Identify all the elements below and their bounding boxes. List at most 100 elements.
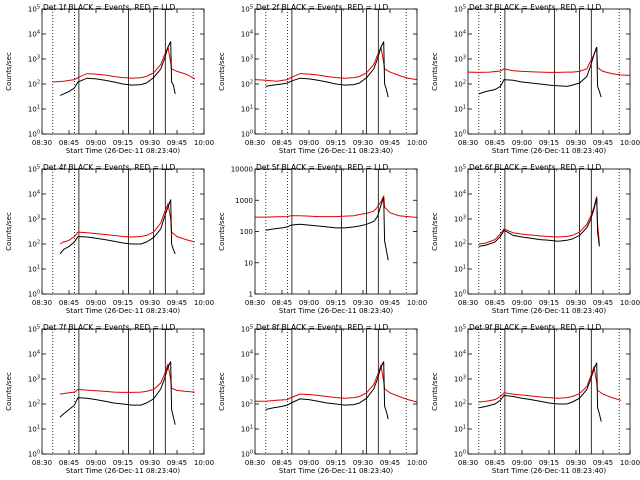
y-axis-label: Counts/sec xyxy=(5,212,13,251)
chart-panel-6: Det 6f BLACK = Events, RED = LLD 100 101 10… xyxy=(431,163,640,315)
y-tick-label: 100 xyxy=(28,290,40,299)
chart-title: Det 1f BLACK = Events, RED = LLD xyxy=(43,3,176,12)
x-tick-label: 09:30 xyxy=(353,459,373,467)
x-tick-label: 09:00 xyxy=(86,139,106,147)
y-tick-label: 102 xyxy=(241,80,253,89)
lld-series-line xyxy=(59,202,196,245)
x-tick-label: 09:15 xyxy=(113,139,133,147)
y-tick-label: 100 xyxy=(241,450,253,459)
x-tick-label: 09:45 xyxy=(167,139,187,147)
y-tick-label: 100 xyxy=(28,450,40,459)
x-tick-label: 09:00 xyxy=(299,139,319,147)
x-tick-label: 10:00 xyxy=(194,299,214,307)
x-tick-label: 09:15 xyxy=(113,299,133,307)
y-tick-label: 104 xyxy=(28,190,40,199)
y-tick-label: 105 xyxy=(454,325,466,334)
y-tick-label: 102 xyxy=(28,400,40,409)
y-tick-label: 100 xyxy=(241,130,253,139)
y-axis-label: Counts/sec xyxy=(218,372,226,411)
x-tick-label: 10:00 xyxy=(407,459,427,467)
lld-series-line xyxy=(467,46,631,76)
y-tick-label: 103 xyxy=(454,375,466,384)
x-tick-label: 09:15 xyxy=(326,299,346,307)
y-tick-label: 101 xyxy=(28,265,40,274)
x-tick-label: 08:30 xyxy=(245,299,265,307)
y-tick-label: 102 xyxy=(28,240,40,249)
x-tick-label: 09:00 xyxy=(299,299,319,307)
chart-title: Det 4f BLACK = Events, RED = LLD xyxy=(43,163,176,172)
plot-frame xyxy=(41,328,205,455)
x-tick-label: 08:30 xyxy=(458,459,478,467)
x-tick-label: 09:45 xyxy=(167,299,187,307)
x-axis-label: Start Time (26-Dec-11 08:23:40) xyxy=(66,307,180,315)
x-tick-label: 09:30 xyxy=(566,299,586,307)
chart-panel-3: Det 3f BLACK = Events, RED = LLD 100 101 10… xyxy=(431,3,640,155)
y-axis-label: Counts/sec xyxy=(218,212,226,251)
y-tick-label: 101 xyxy=(454,105,466,114)
y-axis-label: Counts/sec xyxy=(431,52,439,91)
x-tick-label: 08:30 xyxy=(245,459,265,467)
y-tick-label: 1000 xyxy=(235,197,253,205)
y-tick-label: 103 xyxy=(28,55,40,64)
plot-frame xyxy=(41,168,205,295)
y-tick-label: 101 xyxy=(28,425,40,434)
y-tick-label: 104 xyxy=(454,350,466,359)
y-tick-label: 104 xyxy=(241,30,253,39)
chart-panel-2: Det 2f BLACK = Events, RED = LLD 100 101 10… xyxy=(218,3,427,155)
lld-series-line xyxy=(255,195,418,218)
events-series-line xyxy=(59,199,176,255)
events-series-line xyxy=(265,41,389,98)
x-tick-label: 08:30 xyxy=(32,139,52,147)
y-tick-label: 102 xyxy=(454,80,466,89)
x-tick-label: 09:30 xyxy=(140,459,160,467)
x-tick-label: 09:30 xyxy=(353,139,373,147)
y-tick-label: 103 xyxy=(454,55,466,64)
y-axis-label: Counts/sec xyxy=(5,372,13,411)
x-tick-label: 09:00 xyxy=(86,299,106,307)
events-series-line xyxy=(478,197,600,247)
y-tick-label: 100 xyxy=(454,290,466,299)
y-tick-label: 101 xyxy=(454,265,466,274)
x-tick-label: 08:30 xyxy=(32,459,52,467)
x-tick-label: 10:00 xyxy=(620,139,640,147)
y-tick-label: 104 xyxy=(454,30,466,39)
y-tick-label: 105 xyxy=(28,165,40,174)
y-tick-label: 103 xyxy=(28,215,40,224)
chart-title: Det 7f BLACK = Events, RED = LLD xyxy=(43,323,176,332)
x-tick-label: 08:30 xyxy=(458,299,478,307)
x-tick-label: 08:45 xyxy=(272,459,292,467)
x-axis-label: Start Time (26-Dec-11 08:23:40) xyxy=(279,307,393,315)
x-axis-label: Start Time (26-Dec-11 08:23:40) xyxy=(492,147,606,155)
y-axis-label: Counts/sec xyxy=(431,212,439,251)
y-tick-label: 100 xyxy=(454,450,466,459)
x-tick-label: 09:45 xyxy=(593,459,613,467)
lld-series-line xyxy=(478,196,600,245)
events-series-line xyxy=(478,46,602,98)
y-axis-label: Counts/sec xyxy=(5,52,13,91)
x-tick-label: 08:30 xyxy=(32,299,52,307)
chart-title: Det 5f BLACK = Events, RED = LLD xyxy=(256,163,389,172)
x-tick-label: 09:45 xyxy=(593,299,613,307)
y-tick-label: 100 xyxy=(454,130,466,139)
y-tick-label: 102 xyxy=(28,80,40,89)
y-tick-label: 103 xyxy=(241,375,253,384)
chart-title: Det 9f BLACK = Events, RED = LLD xyxy=(469,323,602,332)
y-tick-label: 101 xyxy=(241,105,253,114)
y-tick-label: 1 xyxy=(249,291,253,299)
x-tick-label: 08:45 xyxy=(485,139,505,147)
y-tick-label: 100 xyxy=(28,130,40,139)
x-tick-label: 09:00 xyxy=(512,139,532,147)
x-tick-label: 10:00 xyxy=(620,299,640,307)
chart-panel-7: Det 7f BLACK = Events, RED = LLD 100 101 10… xyxy=(5,323,214,475)
x-tick-label: 09:15 xyxy=(539,139,559,147)
y-tick-label: 10000 xyxy=(231,166,253,174)
events-series-line xyxy=(265,361,389,420)
x-tick-label: 10:00 xyxy=(194,459,214,467)
x-tick-label: 09:15 xyxy=(539,459,559,467)
y-tick-label: 105 xyxy=(454,165,466,174)
y-tick-label: 105 xyxy=(241,5,253,14)
x-tick-label: 09:30 xyxy=(140,299,160,307)
x-tick-label: 08:45 xyxy=(59,139,79,147)
x-tick-label: 09:00 xyxy=(299,459,319,467)
x-tick-label: 09:00 xyxy=(512,459,532,467)
